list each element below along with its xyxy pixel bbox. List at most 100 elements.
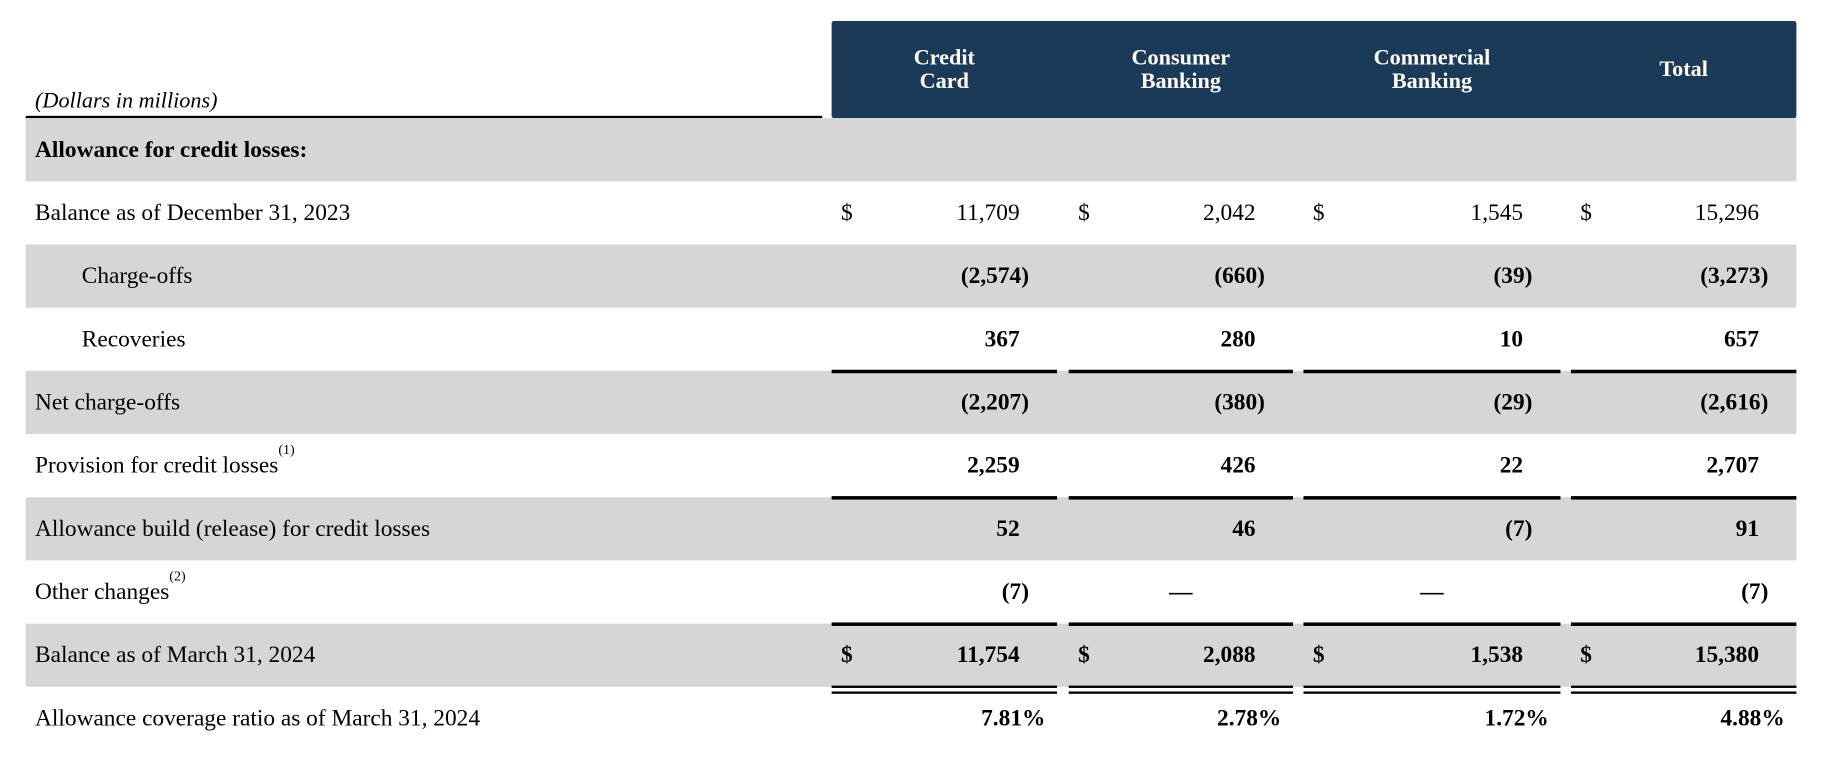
row-label: Net charge-offs: [35, 371, 180, 434]
row-label-text: Other changes: [35, 579, 170, 605]
subtotal-rule: [1303, 622, 1561, 626]
value-cell: (7): [1571, 560, 1796, 623]
subtotal-rule: [1068, 622, 1293, 626]
value-cell: 52: [832, 497, 1057, 560]
value: (29): [1493, 389, 1533, 416]
total-double-rule: [1303, 691, 1561, 694]
value-cell: 2,707: [1571, 434, 1796, 497]
value: 2.78%: [1217, 705, 1282, 732]
value-cell: 10: [1303, 308, 1560, 371]
value-cell: 7.81%: [832, 687, 1057, 750]
value-cell: $15,296: [1571, 181, 1796, 244]
value-cell: (7): [832, 560, 1057, 623]
value-cell: 657: [1571, 308, 1796, 371]
value: (7): [1505, 515, 1533, 542]
value: 11,709: [956, 200, 1020, 226]
value-cell: $2,088: [1069, 624, 1293, 687]
footnote-marker: (1): [278, 441, 295, 458]
row-label: Balance as of March 31, 2024: [35, 624, 315, 687]
row-label-text: Allowance for credit losses:: [35, 136, 308, 163]
subtotal-rule: [1570, 369, 1797, 374]
column-header: Consumer Banking: [1131, 45, 1231, 94]
value: 11,754: [956, 642, 1020, 669]
row-label: Allowance coverage ratio as of March 31,…: [35, 687, 480, 750]
total-double-rule: [831, 685, 1058, 688]
value-cell: $15,380: [1571, 624, 1796, 687]
row-label: Balance as of December 31, 2023: [35, 181, 350, 244]
value: (380): [1214, 389, 1265, 416]
value-cell: $11,754: [832, 624, 1057, 687]
subtotal-rule: [831, 496, 1058, 500]
value: 2,042: [1203, 200, 1256, 226]
value-cell: 1.72%: [1303, 687, 1560, 750]
value: 1,545: [1470, 200, 1524, 226]
value-cell: (2,574): [832, 245, 1057, 308]
row-label-text: Balance as of March 31, 2024: [35, 642, 316, 669]
value-cell: (39): [1303, 245, 1560, 308]
value-cell: 426: [1069, 434, 1293, 497]
table-row: Allowance coverage ratio as of March 31,…: [26, 685, 1797, 750]
value-cell: —: [1303, 560, 1560, 623]
value: —: [1420, 579, 1444, 605]
currency-symbol: $: [1078, 642, 1090, 669]
currency-symbol: $: [1078, 200, 1090, 226]
value: 4.88%: [1720, 705, 1785, 732]
value: 280: [1220, 326, 1256, 353]
value: (7): [1001, 579, 1030, 605]
value: 367: [984, 326, 1020, 353]
value: 52: [996, 515, 1020, 542]
currency-symbol: $: [1312, 642, 1325, 669]
table-row: Provision for credit losses(1) 2,259 426 22…: [26, 434, 1797, 497]
currency-symbol: $: [1580, 200, 1592, 226]
value-cell: (2,616): [1571, 371, 1796, 434]
value: 22: [1499, 452, 1524, 479]
row-label-text: Net charge-offs: [35, 389, 181, 416]
column-header: Commercial Banking: [1373, 45, 1491, 94]
header-underline: [25, 115, 823, 119]
value-cell: (29): [1303, 371, 1560, 434]
value-cell: (3,273): [1571, 245, 1796, 308]
value-cell: $1,545: [1303, 181, 1560, 244]
currency-symbol: $: [840, 200, 853, 226]
column-header: Total: [1659, 56, 1708, 82]
total-double-rule: [1570, 685, 1797, 688]
value: 46: [1232, 515, 1256, 542]
row-label-text: Charge-offs: [81, 263, 193, 289]
row-label: Provision for credit losses(1): [35, 434, 295, 497]
value: 10: [1499, 326, 1524, 353]
value-cell: (380): [1069, 371, 1293, 434]
value-cell: (7): [1303, 497, 1560, 560]
value-cell: (2,207): [832, 371, 1057, 434]
row-label: Other changes(2): [35, 560, 186, 623]
table-row: Other changes(2) (7) — — (7): [26, 560, 1797, 623]
subtotal-rule: [1570, 496, 1797, 500]
value: (2,574): [960, 263, 1030, 289]
total-double-rule: [1303, 685, 1561, 688]
currency-symbol: $: [1580, 642, 1592, 669]
value: (39): [1493, 263, 1533, 289]
total-double-rule: [1068, 691, 1293, 694]
value: 1,538: [1470, 642, 1524, 669]
value-cell: 4.88%: [1571, 687, 1796, 750]
value: (2,207): [960, 389, 1030, 416]
value-cell: 22: [1303, 434, 1560, 497]
value-cell: 280: [1069, 308, 1293, 371]
value-cell: 91: [1571, 497, 1796, 560]
total-double-rule: [1068, 685, 1293, 688]
value-cell: 2,259: [832, 434, 1057, 497]
table-row: Charge-offs (2,574) (660) (39) (3,273): [25, 244, 1797, 308]
value: 15,296: [1694, 200, 1760, 226]
value-cell: —: [1069, 560, 1293, 623]
column-header: Credit Card: [913, 45, 975, 94]
subtotal-rule: [1303, 369, 1561, 374]
row-label: Allowance build (release) for credit los…: [35, 497, 430, 560]
value-cell: 2.78%: [1069, 687, 1293, 750]
subtotal-rule: [831, 369, 1058, 374]
value: 15,380: [1694, 642, 1760, 669]
subtotal-rule: [831, 622, 1058, 626]
value: 7.81%: [981, 705, 1046, 732]
value: (2,616): [1700, 389, 1769, 416]
row-label-text: Allowance build (release) for credit los…: [35, 515, 431, 542]
table-row: Allowance for credit losses:: [25, 118, 1797, 182]
row-label: Recoveries: [82, 308, 186, 371]
